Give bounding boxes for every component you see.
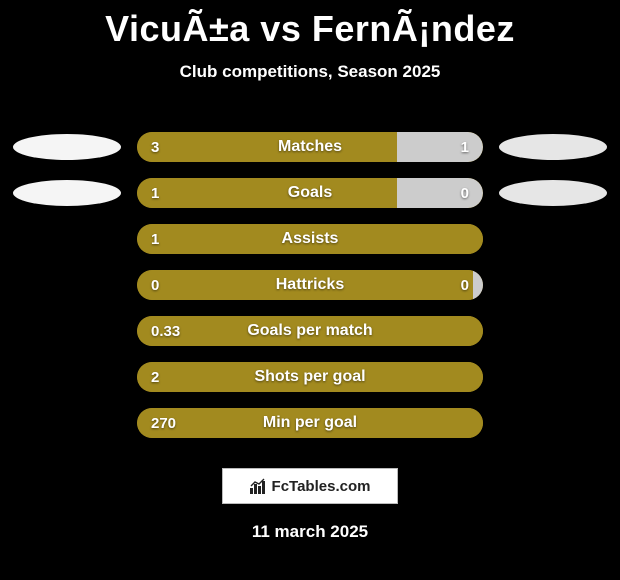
chart-icon [250, 478, 268, 494]
stat-bar: 2Shots per goal [137, 362, 483, 392]
stat-bar: 0.33Goals per match [137, 316, 483, 346]
stat-row: 2Shots per goal [0, 354, 620, 400]
stat-bar: 1Assists [137, 224, 483, 254]
date-text: 11 march 2025 [0, 522, 620, 542]
bar-fill-left [137, 132, 397, 162]
stat-row: 31Matches [0, 124, 620, 170]
footer-brand-badge: FcTables.com [222, 468, 398, 504]
bar-fill-right [473, 270, 483, 300]
bar-fill-left [137, 224, 483, 254]
stat-row: 10Goals [0, 170, 620, 216]
bar-fill-left [137, 408, 483, 438]
stat-row: 00Hattricks [0, 262, 620, 308]
stat-bar: 31Matches [137, 132, 483, 162]
stat-row: 270Min per goal [0, 400, 620, 446]
player-blob-right [499, 180, 607, 206]
player-blob-left [13, 134, 121, 160]
stat-row: 0.33Goals per match [0, 308, 620, 354]
page-title: VicuÃ±a vs FernÃ¡ndez [0, 0, 620, 50]
stat-row: 1Assists [0, 216, 620, 262]
stat-bar: 270Min per goal [137, 408, 483, 438]
bar-fill-left [137, 362, 483, 392]
stat-bar: 10Goals [137, 178, 483, 208]
bar-fill-right [397, 178, 484, 208]
stats-container: 31Matches 10Goals 1Assists 00Hattricks 0.33G… [0, 124, 620, 446]
player-blob-left [13, 180, 121, 206]
bar-fill-left [137, 270, 473, 300]
stat-bar: 00Hattricks [137, 270, 483, 300]
bar-fill-left [137, 316, 483, 346]
footer-brand-text: FcTables.com [272, 478, 371, 495]
player-blob-right [499, 134, 607, 160]
subtitle: Club competitions, Season 2025 [0, 62, 620, 82]
bar-fill-left [137, 178, 397, 208]
bar-fill-right [397, 132, 484, 162]
